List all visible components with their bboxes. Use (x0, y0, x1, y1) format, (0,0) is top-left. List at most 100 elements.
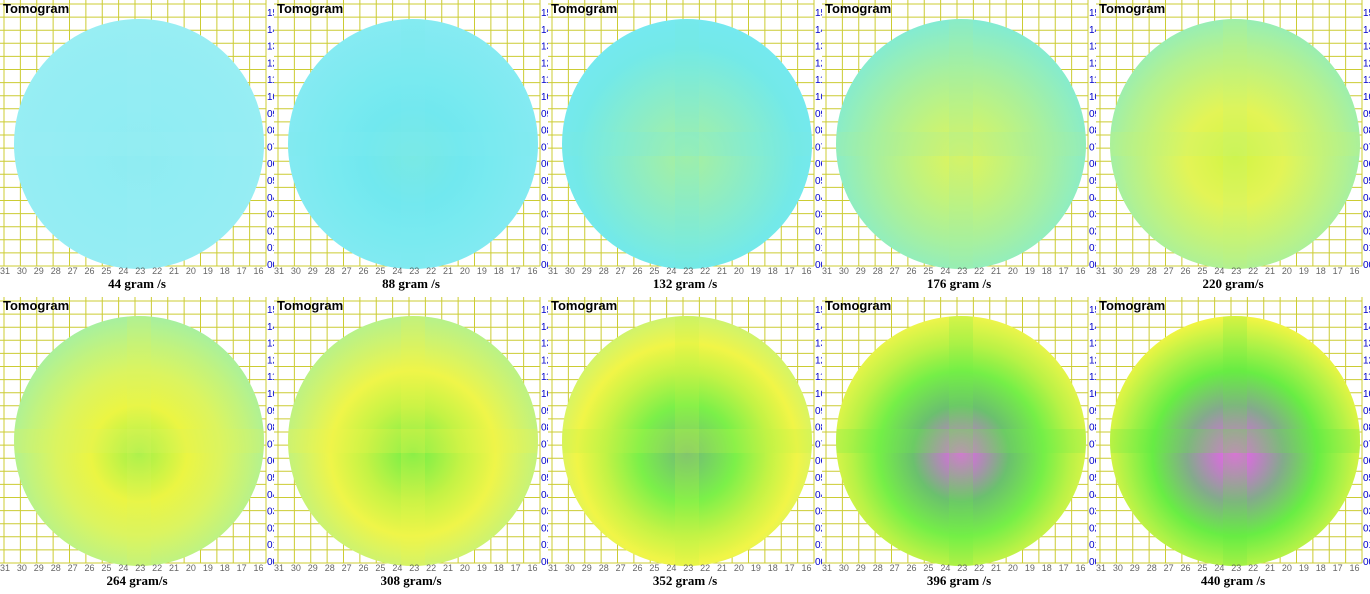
tomogram-band (401, 316, 425, 566)
tomogram-disk (836, 19, 1086, 269)
y-tick-label: 14 (815, 322, 822, 333)
y-tick-label: 11 (815, 372, 822, 383)
y-tick-label: 01 (1363, 540, 1370, 551)
y-tick-label: 09 (1089, 109, 1096, 120)
y-tick-label: 11 (1089, 75, 1096, 86)
tomogram-band (1223, 19, 1247, 269)
x-tick-label: 24 (666, 266, 676, 276)
x-tick-label: 28 (1147, 563, 1157, 573)
x-tick-label: 22 (1248, 563, 1258, 573)
y-tick-label: 03 (815, 507, 822, 518)
x-tick-label: 17 (785, 563, 795, 573)
y-tick-label: 11 (541, 372, 548, 383)
y-tick-label: 02 (1089, 523, 1096, 534)
x-tick-label: 30 (1113, 563, 1123, 573)
x-tick-label: 25 (375, 563, 385, 573)
y-tick-label: 08 (541, 423, 548, 434)
y-tick-label: 11 (541, 75, 548, 86)
y-tick-label: 08 (815, 126, 822, 137)
tomogram-plot: 15 14 13 12 11 10 09 08 07 06 05 04 03 02 01 00 31 30 29 28… (1096, 297, 1370, 573)
y-tick-label: 09 (815, 406, 822, 417)
y-tick-label: 07 (267, 142, 274, 153)
tomogram-disk (836, 316, 1086, 566)
x-tick-label: 27 (342, 563, 352, 573)
tomogram-plot: 15 14 13 12 11 10 09 08 07 06 05 04 03 02 01 00 31 30 29 28… (0, 297, 274, 573)
y-tick-label: 15 (267, 8, 274, 19)
x-tick-label: 29 (856, 266, 866, 276)
tomogram-disk (1110, 316, 1360, 566)
x-tick-label: 16 (528, 563, 538, 573)
y-tick-label: 12 (1089, 355, 1096, 366)
tomogram-plot: 15 14 13 12 11 10 09 08 07 06 05 04 03 02 01 00 31 30 29 28… (1096, 0, 1370, 276)
y-tick-label: 01 (267, 243, 274, 254)
panel-title: Tomogram (825, 1, 892, 16)
tomogram-band (675, 19, 699, 269)
x-tick-label: 17 (1333, 563, 1343, 573)
x-tick-label: 25 (923, 266, 933, 276)
y-tick-label: 05 (267, 176, 274, 187)
y-tick-label: 02 (267, 523, 274, 534)
x-tick-label: 31 (1096, 563, 1106, 573)
panel-title: Tomogram (1099, 1, 1166, 16)
y-tick-label: 15 (1363, 305, 1370, 316)
y-tick-label: 13 (1089, 42, 1096, 53)
tomogram-plot: 15 14 13 12 11 10 09 08 07 06 05 04 03 02 01 00 31 30 29 28… (548, 297, 822, 573)
x-tick-label: 25 (649, 266, 659, 276)
y-tick-label: 00 (1363, 260, 1370, 271)
tomogram-disk (562, 19, 812, 269)
y-tick-label: 03 (1089, 507, 1096, 518)
x-tick-label: 29 (308, 563, 318, 573)
tomogram-band (127, 316, 151, 566)
y-tick-label: 11 (1363, 372, 1370, 383)
y-tick-label: 14 (815, 25, 822, 36)
y-tick-label: 06 (267, 456, 274, 467)
x-tick-label: 23 (957, 266, 967, 276)
y-tick-label: 00 (267, 260, 274, 271)
tomogram-band (836, 429, 1086, 453)
y-tick-label: 06 (1363, 159, 1370, 170)
y-tick-label: 05 (1089, 473, 1096, 484)
y-tick-label: 00 (267, 557, 274, 568)
x-tick-label: 18 (1042, 266, 1052, 276)
x-tick-label: 31 (274, 266, 284, 276)
tomogram-panel: 15 14 13 12 11 10 09 08 07 06 05 04 03 02 01 00 31 30 29 28… (1096, 0, 1370, 297)
x-tick-label: 23 (1231, 266, 1241, 276)
panel-caption: 440 gram /s (1200, 573, 1266, 588)
x-tick-label: 31 (822, 266, 832, 276)
x-tick-label: 30 (839, 563, 849, 573)
y-tick-label: 15 (815, 305, 822, 316)
tomogram-panel: 15 14 13 12 11 10 09 08 07 06 05 04 03 02 01 00 31 30 29 28… (0, 297, 274, 594)
x-tick-label: 18 (768, 266, 778, 276)
y-tick-label: 03 (267, 507, 274, 518)
y-tick-label: 12 (267, 58, 274, 69)
x-tick-label: 21 (1265, 266, 1275, 276)
y-tick-label: 14 (541, 25, 548, 36)
x-tick-label: 20 (1282, 563, 1292, 573)
x-tick-label: 20 (1008, 563, 1018, 573)
x-tick-label: 19 (477, 266, 487, 276)
y-tick-label: 13 (541, 42, 548, 53)
y-tick-label: 12 (541, 58, 548, 69)
tomogram-plot: 15 14 13 12 11 10 09 08 07 06 05 04 03 02 01 00 31 30 29 28… (274, 297, 548, 573)
y-tick-label: 06 (267, 159, 274, 170)
x-tick-label: 19 (1025, 266, 1035, 276)
x-tick-label: 28 (873, 563, 883, 573)
y-tick-label: 07 (541, 439, 548, 450)
y-tick-label: 14 (541, 322, 548, 333)
y-tick-label: 06 (815, 456, 822, 467)
y-tick-label: 07 (541, 142, 548, 153)
y-tick-label: 15 (267, 305, 274, 316)
y-tick-label: 06 (1089, 456, 1096, 467)
y-tick-label: 03 (1363, 210, 1370, 221)
x-tick-label: 24 (118, 266, 128, 276)
y-tick-label: 13 (1089, 339, 1096, 350)
y-tick-label: 06 (541, 159, 548, 170)
x-tick-label: 30 (565, 266, 575, 276)
y-tick-label: 08 (1089, 423, 1096, 434)
tomogram-band (836, 132, 1086, 156)
y-tick-label: 12 (1363, 355, 1370, 366)
y-tick-label: 11 (267, 75, 274, 86)
y-tick-label: 10 (267, 389, 274, 400)
y-tick-label: 14 (1089, 322, 1096, 333)
